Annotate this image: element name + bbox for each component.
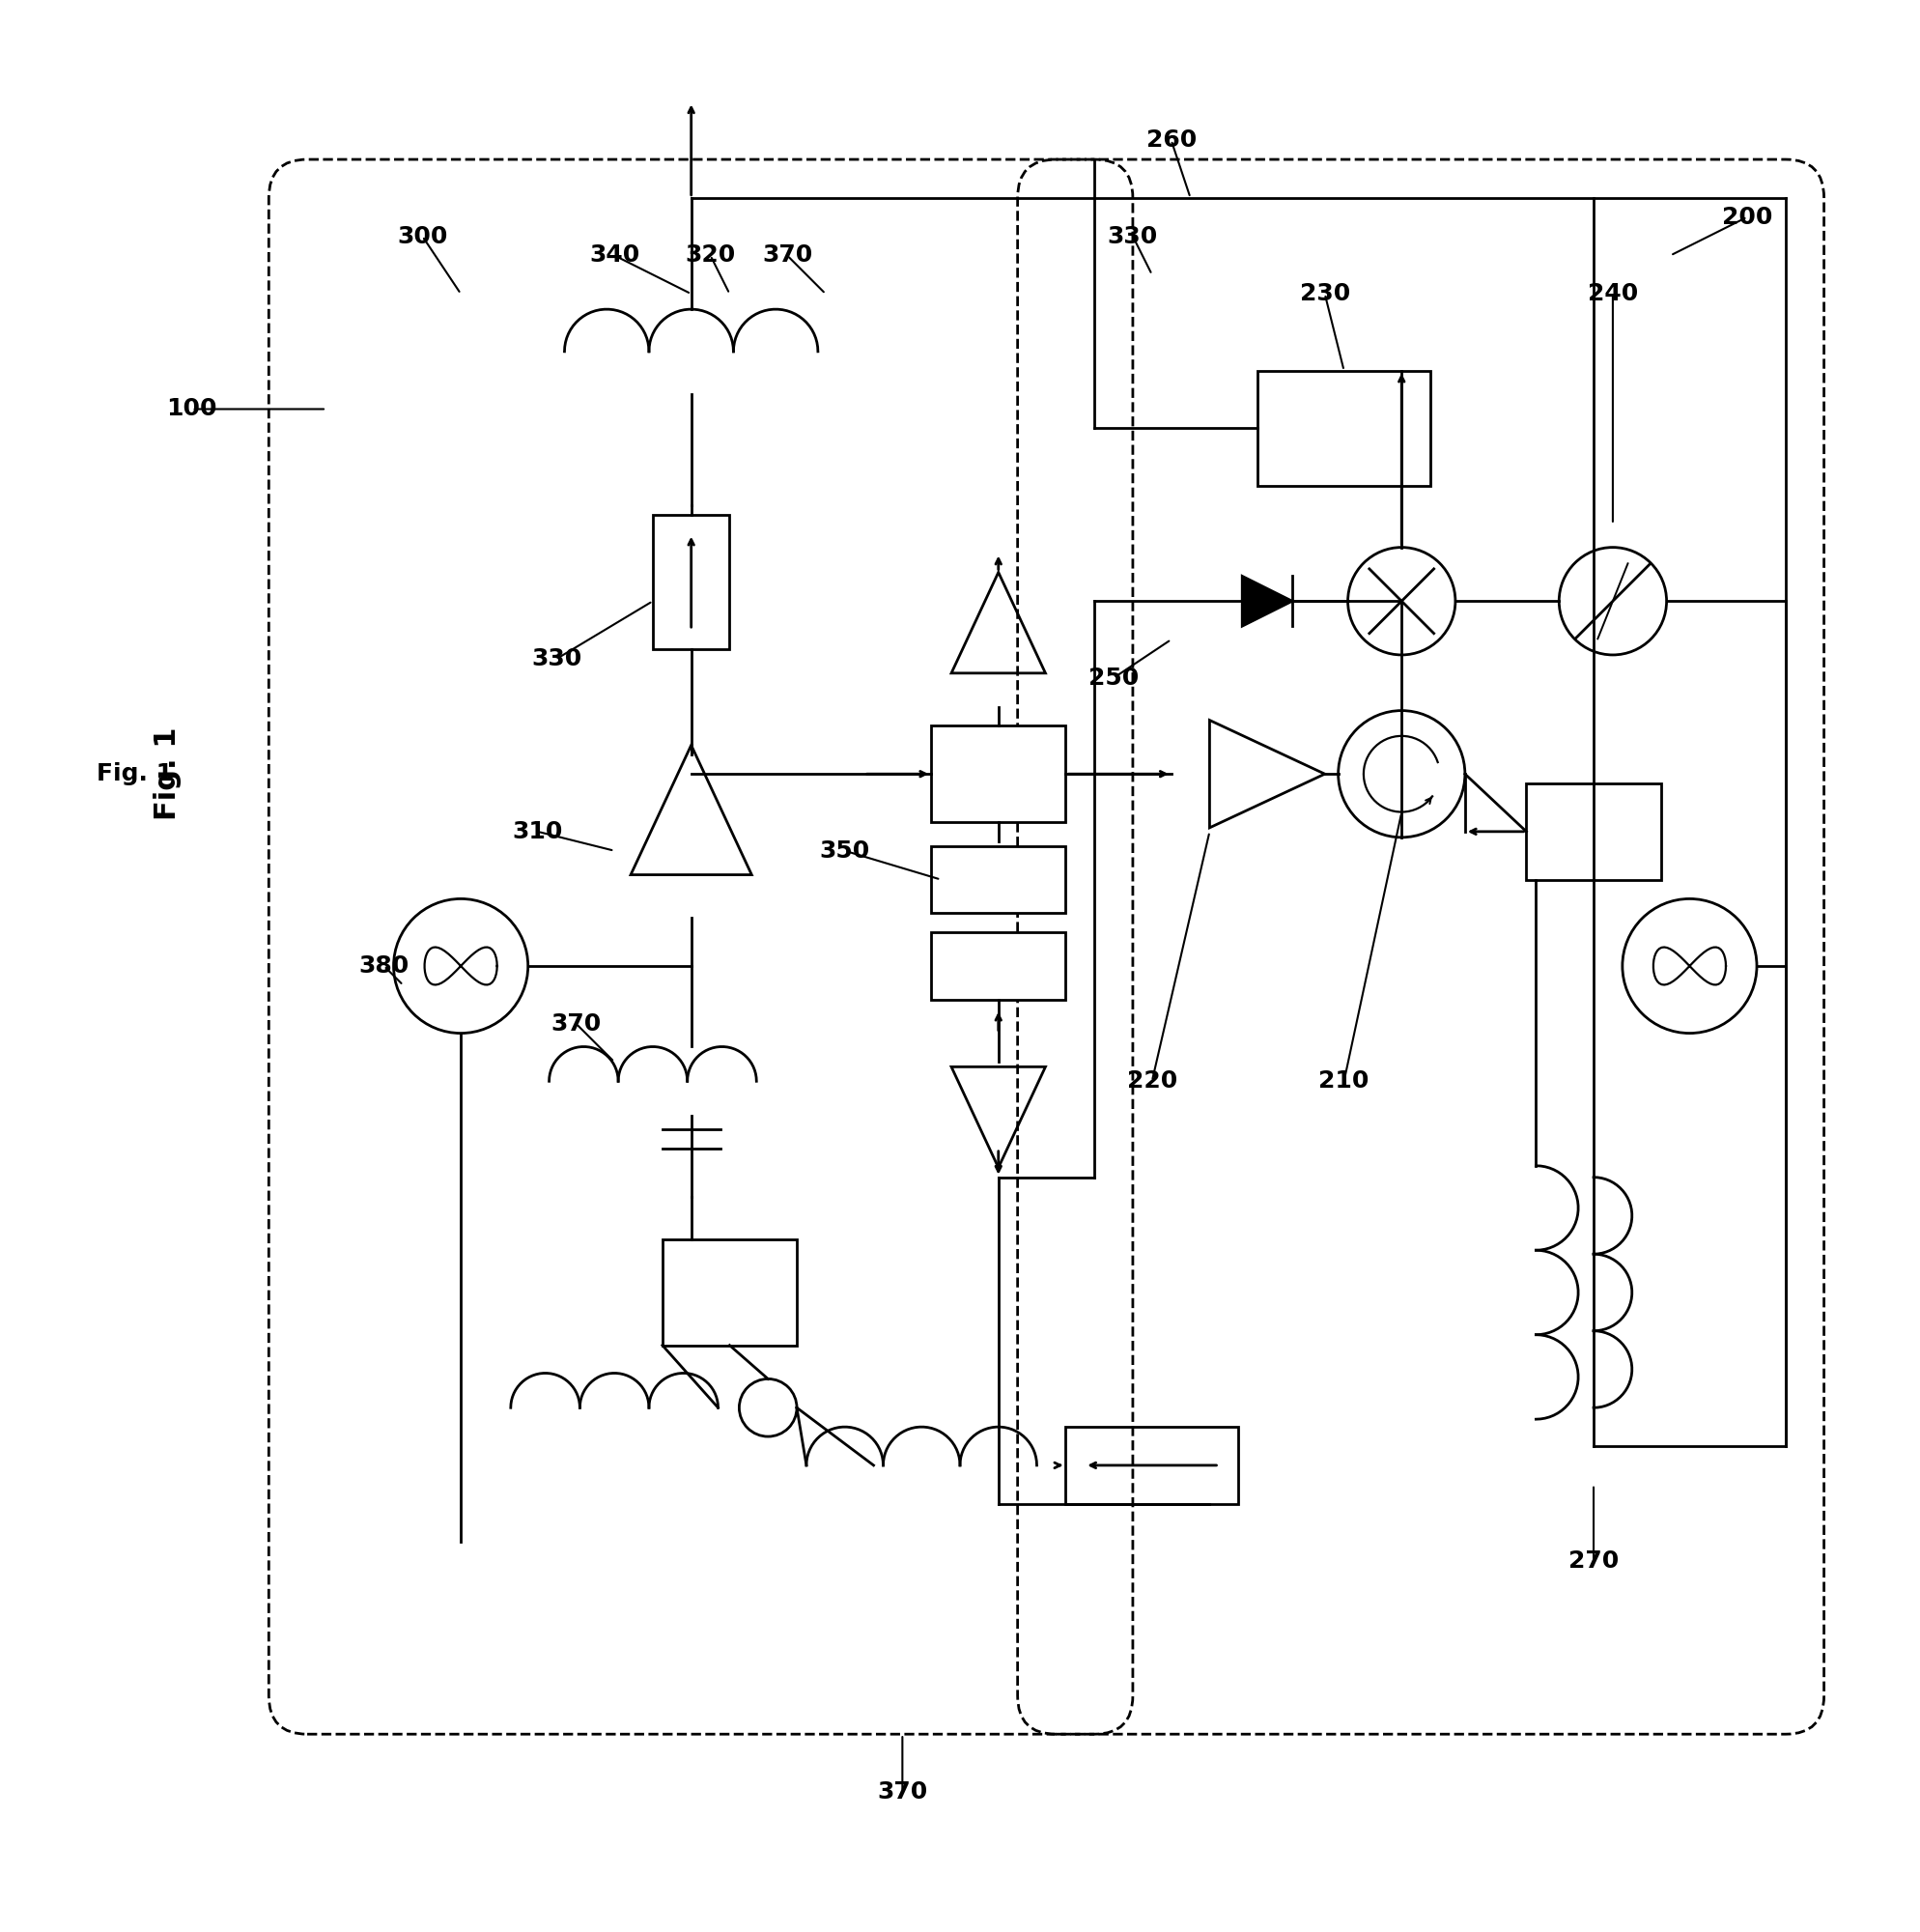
FancyBboxPatch shape	[931, 846, 1066, 914]
Text: 230: 230	[1300, 282, 1350, 305]
Text: 330: 330	[532, 647, 582, 670]
Text: 330: 330	[1108, 224, 1158, 247]
Text: 200: 200	[1722, 205, 1772, 228]
Text: 370: 370	[762, 243, 812, 267]
Text: 320: 320	[685, 243, 735, 267]
FancyBboxPatch shape	[931, 726, 1066, 821]
Polygon shape	[1242, 576, 1292, 626]
Text: 220: 220	[1127, 1070, 1177, 1094]
Text: 270: 270	[1569, 1549, 1619, 1573]
Text: 310: 310	[513, 819, 563, 842]
Text: 370: 370	[877, 1779, 927, 1803]
Text: Fig. 1: Fig. 1	[154, 726, 182, 821]
Text: 380: 380	[359, 954, 409, 978]
Text: 340: 340	[589, 243, 639, 267]
Text: 260: 260	[1146, 129, 1196, 153]
Text: 210: 210	[1319, 1070, 1369, 1094]
Text: 370: 370	[551, 1012, 601, 1036]
Text: 100: 100	[167, 398, 217, 421]
Text: 350: 350	[820, 838, 870, 862]
Text: 300: 300	[397, 224, 447, 247]
FancyBboxPatch shape	[931, 933, 1066, 999]
Text: 250: 250	[1089, 667, 1139, 690]
FancyBboxPatch shape	[1258, 371, 1430, 485]
Text: Fig. 1: Fig. 1	[96, 763, 173, 786]
Text: 240: 240	[1588, 282, 1638, 305]
